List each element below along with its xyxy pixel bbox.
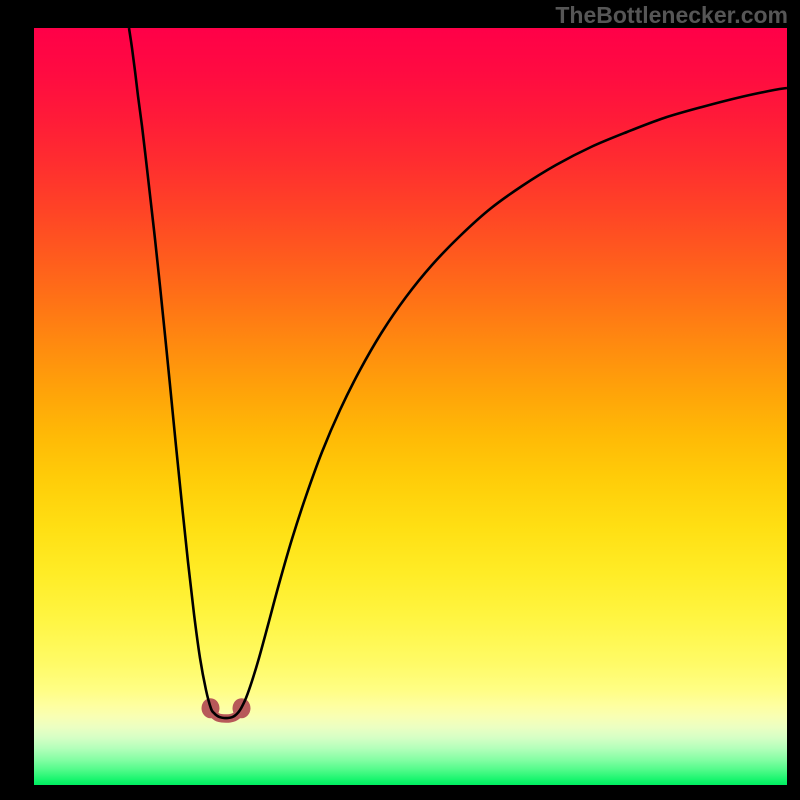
chart-frame: TheBottlenecker.com (0, 0, 800, 800)
bottleneck-curve-svg (34, 28, 787, 785)
attribution-text: TheBottlenecker.com (555, 2, 788, 29)
bottleneck-curve-path (129, 28, 787, 718)
